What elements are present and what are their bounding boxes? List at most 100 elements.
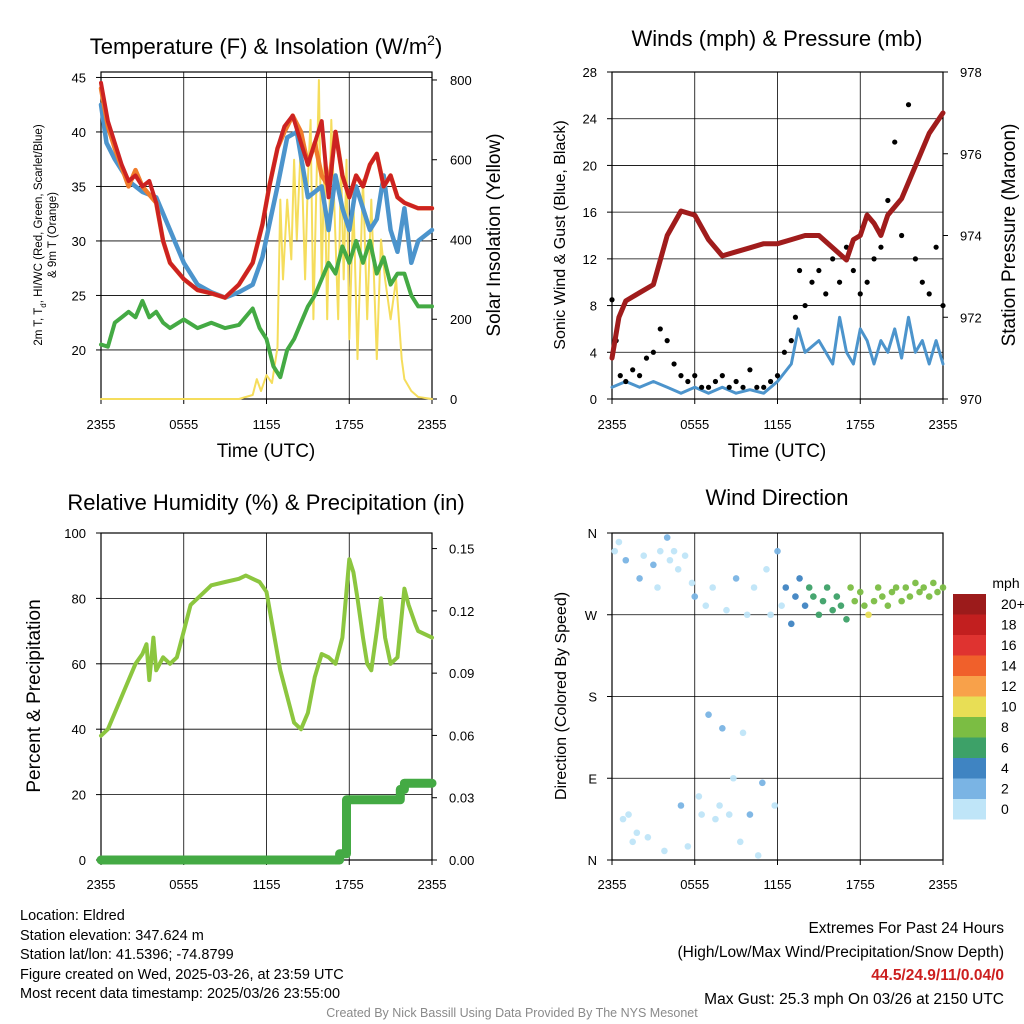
station-info: Location: Eldred Station elevation: 347.… <box>20 907 344 1005</box>
direction-point <box>666 556 674 564</box>
gust-point <box>809 279 815 285</box>
gust-point <box>617 373 623 379</box>
gust-point <box>905 102 912 108</box>
legend-label: 8 <box>1001 719 1009 735</box>
x-tick-label: 2355 <box>598 877 627 892</box>
y-tick-label: 4 <box>590 345 597 360</box>
gust-point <box>712 378 719 385</box>
direction-point <box>879 593 886 600</box>
y-tick-label: 40 <box>72 722 86 737</box>
direction-point <box>805 584 813 591</box>
chart-3: 0 20 40 60 80 100 0.00 0.03 0.06 0.09 0.12 0.15 2355… <box>24 490 474 892</box>
y-tick-label: 100 <box>64 526 86 541</box>
direction-point <box>750 584 758 591</box>
x-tick-label: 1755 <box>846 417 875 432</box>
y2-tick-label: 0.15 <box>449 542 474 557</box>
direction-point <box>787 620 795 628</box>
pressure-line <box>609 110 946 361</box>
direction-point <box>723 606 730 614</box>
legend-swatch <box>953 737 986 758</box>
direction-point <box>633 829 641 837</box>
y-axis-label-line1: 2m T, Td, HI/WC (Red, Green, Scarlet/Blu… <box>33 124 48 345</box>
y2-tick-label: 0.09 <box>449 666 474 681</box>
direction-point <box>916 588 923 596</box>
direction-point <box>837 602 845 609</box>
gust-point <box>664 338 670 344</box>
gust-point <box>836 279 843 285</box>
gust-point <box>719 373 725 379</box>
direction-point <box>925 593 933 600</box>
gust-point <box>733 378 739 385</box>
direction-point <box>865 611 872 619</box>
y-tick-label: 12 <box>583 252 597 267</box>
direction-point <box>709 584 716 591</box>
gust-point <box>802 302 808 309</box>
x-tick-label: 2355 <box>87 417 116 432</box>
direction-point <box>702 602 710 609</box>
direction-point <box>801 602 809 609</box>
gust-point <box>899 232 905 239</box>
gust-point <box>643 355 650 361</box>
gust-point <box>699 384 705 390</box>
credit-line: Created By Nick Bassill Using Data Provi… <box>326 1006 698 1020</box>
y-tick-label: 40 <box>72 125 86 140</box>
direction-point <box>796 575 803 582</box>
direction-point <box>884 602 892 609</box>
direction-point <box>754 852 762 859</box>
y-tick-label: S <box>588 690 597 705</box>
y-label-rest: , HI/WC (Red, Green, Scarlet/Blue) <box>33 124 45 303</box>
legend-label: 10 <box>1001 699 1017 715</box>
y2-tick-label: 400 <box>450 232 472 247</box>
gust-point <box>788 338 794 344</box>
y2-tick-label: 600 <box>450 153 472 168</box>
x-tick-label: 2355 <box>418 877 447 892</box>
legend-swatch <box>953 655 986 676</box>
title-superscript: 2 <box>427 32 435 48</box>
y-tick-label: W <box>585 608 598 623</box>
legend-label: 6 <box>1001 740 1009 756</box>
chart-title: Wind Direction <box>705 485 848 510</box>
y-tick-label: 0 <box>590 392 597 407</box>
y2-tick-label: 970 <box>960 392 982 407</box>
x-tick-label: 1755 <box>335 877 364 892</box>
y-tick-label: 28 <box>583 65 597 80</box>
y2-tick-label: 0.06 <box>449 728 474 743</box>
direction-point <box>939 584 947 591</box>
x-tick-label: 0555 <box>680 417 709 432</box>
direction-point <box>691 593 699 600</box>
gust-point <box>912 256 919 262</box>
gust-point <box>933 244 939 250</box>
direction-point <box>684 843 692 850</box>
y-tick-label: 25 <box>72 288 86 303</box>
x-tick-label: 2355 <box>929 417 958 432</box>
direction-point <box>712 815 719 823</box>
direction-point <box>888 588 896 596</box>
y-tick-label: 20 <box>72 788 86 803</box>
legend-label: 18 <box>1001 617 1017 633</box>
x-tick-label: 1755 <box>335 417 364 432</box>
y-axis-label: Percent & Precipitation <box>24 599 45 792</box>
y-tick-label: 35 <box>72 179 86 194</box>
y-tick-label: 24 <box>583 112 597 127</box>
legend-swatch <box>953 717 986 738</box>
direction-point <box>611 547 619 555</box>
direction-point <box>930 579 937 587</box>
direction-point <box>650 561 657 569</box>
legend-label: 4 <box>1001 760 1009 776</box>
direction-point <box>792 593 799 600</box>
gust-point <box>678 373 684 379</box>
direction-point <box>746 811 754 818</box>
direction-point <box>663 534 671 541</box>
direction-point <box>670 547 678 555</box>
y-axis-label-line2: & 9m T (Orange) <box>47 192 59 278</box>
direction-point <box>856 588 864 596</box>
direction-point <box>625 811 632 818</box>
x-tick-label: 2355 <box>87 877 116 892</box>
y-tick-label: 45 <box>72 70 86 85</box>
gust-point <box>671 361 677 367</box>
y-tick-label: N <box>588 526 597 541</box>
y2-tick-label: 972 <box>960 310 982 325</box>
legend-swatch <box>953 799 986 820</box>
x-tick-label: 1155 <box>764 877 792 892</box>
